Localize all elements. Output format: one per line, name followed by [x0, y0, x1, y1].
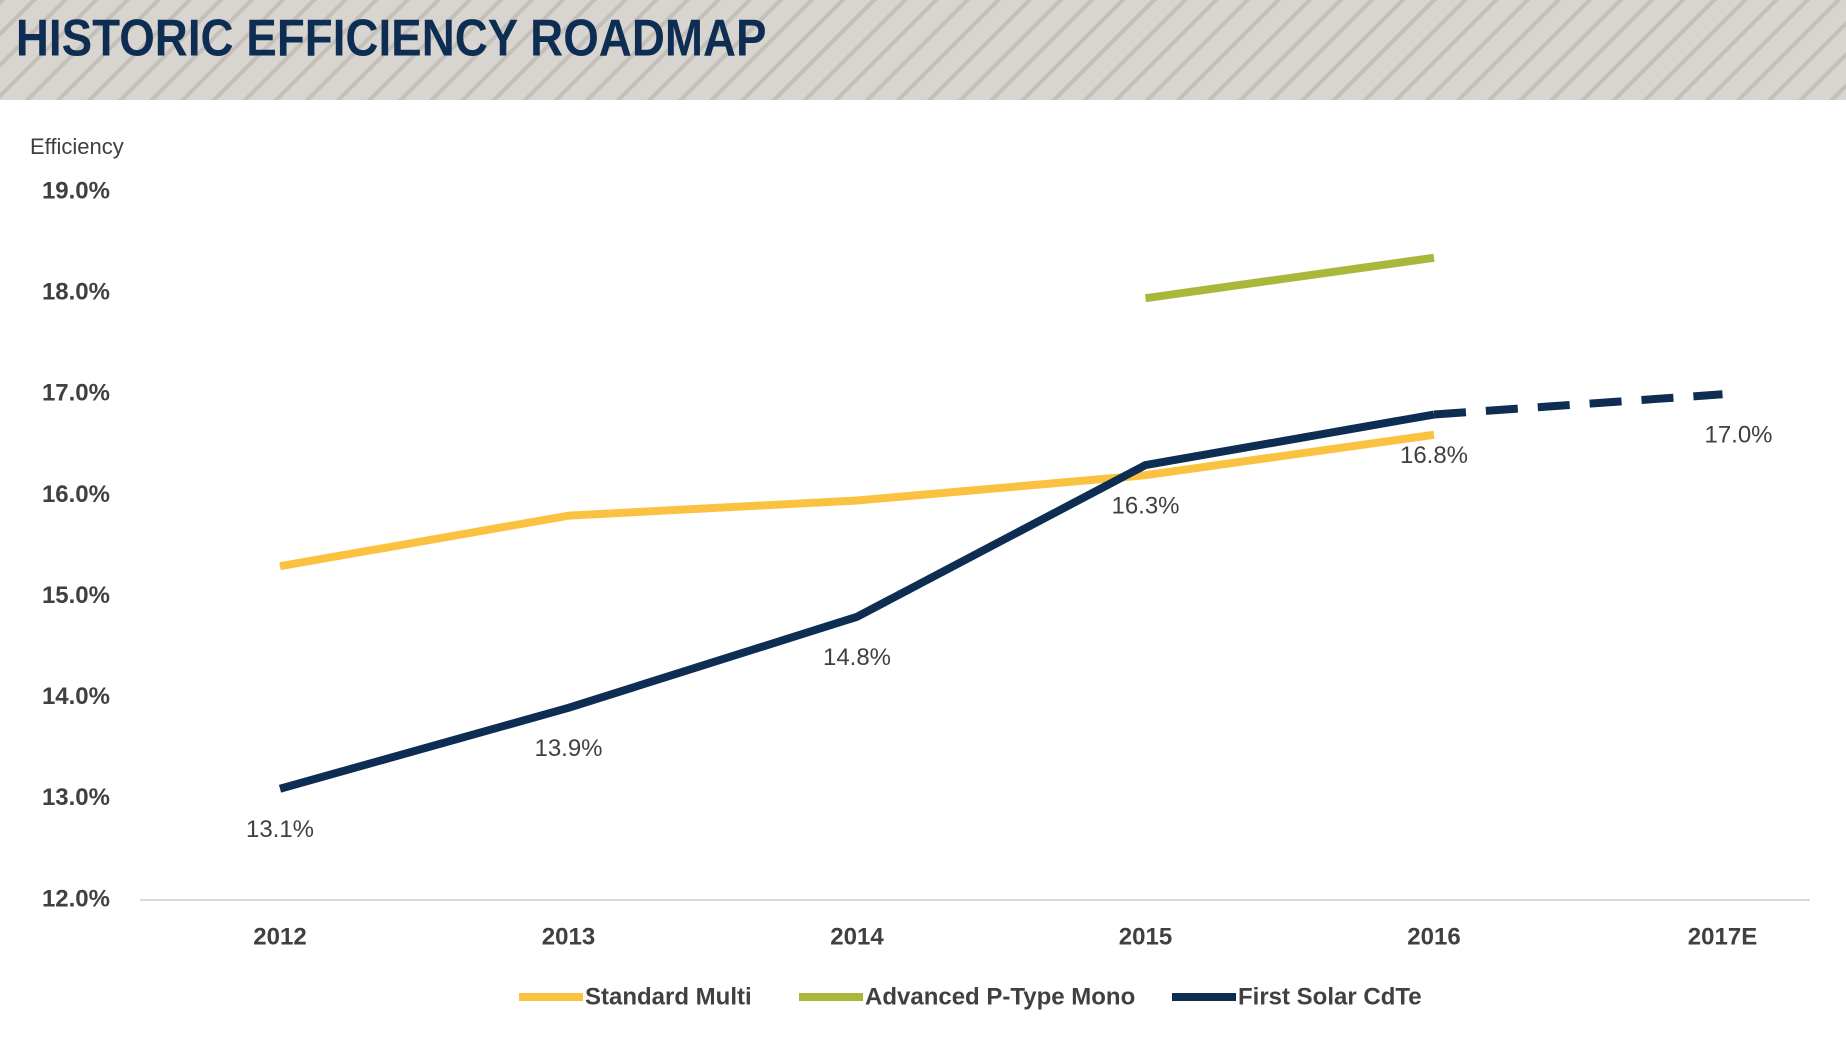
- series-line-projected: [1433, 390, 1723, 419]
- legend-label: Advanced P-Type Mono: [865, 983, 1135, 1010]
- x-tick-label: 2012: [253, 923, 306, 950]
- series-line: [278, 410, 1435, 793]
- legend-label: Standard Multi: [585, 983, 752, 1010]
- x-tick-label: 2016: [1407, 923, 1460, 950]
- x-tick-label: 2015: [1119, 923, 1172, 950]
- data-label: 16.8%: [1400, 442, 1468, 469]
- y-tick-label: 12.0%: [42, 885, 110, 912]
- legend-label: First Solar CdTe: [1238, 983, 1422, 1010]
- y-tick-label: 13.0%: [42, 784, 110, 811]
- data-label: 13.9%: [534, 735, 602, 762]
- y-axis-label: Efficiency: [30, 134, 124, 159]
- data-label: 13.1%: [246, 816, 314, 843]
- y-tick-label: 17.0%: [42, 380, 110, 407]
- x-tick-label: 2013: [542, 923, 595, 950]
- x-tick-label: 2014: [830, 923, 884, 950]
- series-line: [279, 430, 1435, 571]
- chart-title: HISTORIC EFFICIENCY ROADMAP: [16, 10, 767, 67]
- data-label: 14.8%: [823, 644, 891, 671]
- y-tick-label: 16.0%: [42, 481, 110, 508]
- series-line: [1144, 253, 1435, 303]
- y-tick-label: 14.0%: [42, 683, 110, 710]
- y-tick-label: 19.0%: [42, 177, 110, 204]
- x-tick-label: 2017E: [1688, 923, 1757, 950]
- data-label: 16.3%: [1111, 492, 1179, 519]
- data-label: 17.0%: [1704, 422, 1772, 449]
- y-tick-label: 18.0%: [42, 278, 110, 305]
- header-band: [0, 0, 1846, 100]
- y-tick-label: 15.0%: [42, 582, 110, 609]
